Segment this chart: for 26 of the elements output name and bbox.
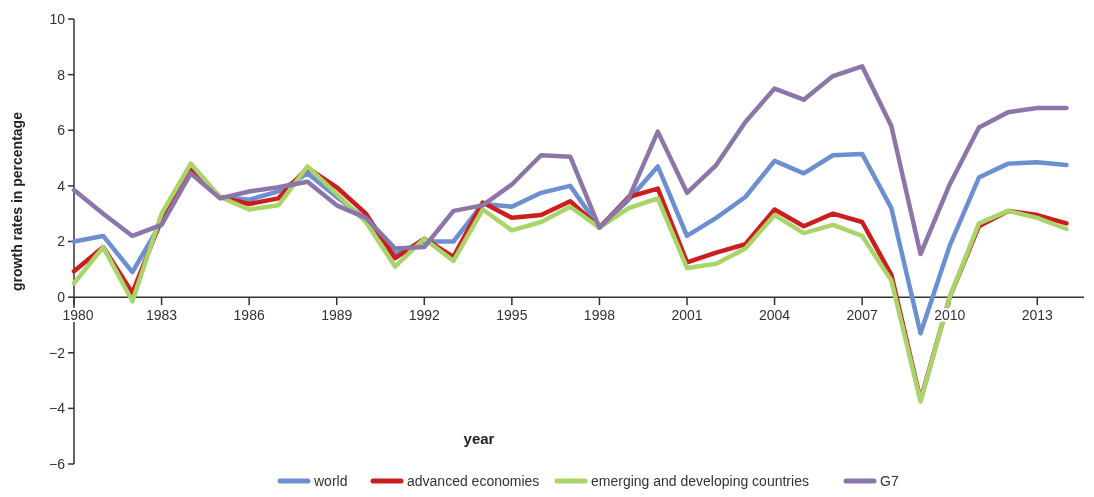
- y-tick-label: −4: [49, 400, 66, 417]
- x-tick-label: 1989: [321, 307, 353, 324]
- x-tick-label: 1986: [233, 307, 265, 324]
- y-tick-label: 2: [57, 233, 66, 250]
- x-tick-label: 2007: [846, 307, 878, 324]
- legend-label: G7: [880, 473, 899, 489]
- line-series: [71, 64, 1069, 257]
- y-tick-label: 10: [49, 10, 66, 27]
- x-tick-label: 2004: [759, 307, 791, 324]
- x-tick-label: 1998: [583, 307, 616, 324]
- y-tick-label: 6: [57, 122, 66, 139]
- x-tick-label: 1992: [408, 307, 441, 324]
- x-tick-label: 2001: [671, 307, 703, 324]
- legend-label: emerging and developing countries: [591, 473, 809, 489]
- y-tick-label: 8: [57, 66, 66, 83]
- y-tick-label: 4: [57, 177, 66, 194]
- x-tick-label: 2013: [1021, 307, 1054, 324]
- y-axis-title: growth rates in percentage: [9, 111, 25, 291]
- y-tick-label: 0: [57, 289, 66, 306]
- x-tick-label: 1983: [145, 307, 178, 324]
- y-tick-label: −6: [49, 455, 66, 472]
- legend-label: advanced economies: [407, 473, 540, 489]
- x-axis-title: year: [463, 430, 495, 447]
- legend-label: world: [313, 473, 348, 489]
- x-tick-label: 1995: [496, 307, 528, 324]
- y-tick-label: −2: [49, 344, 66, 361]
